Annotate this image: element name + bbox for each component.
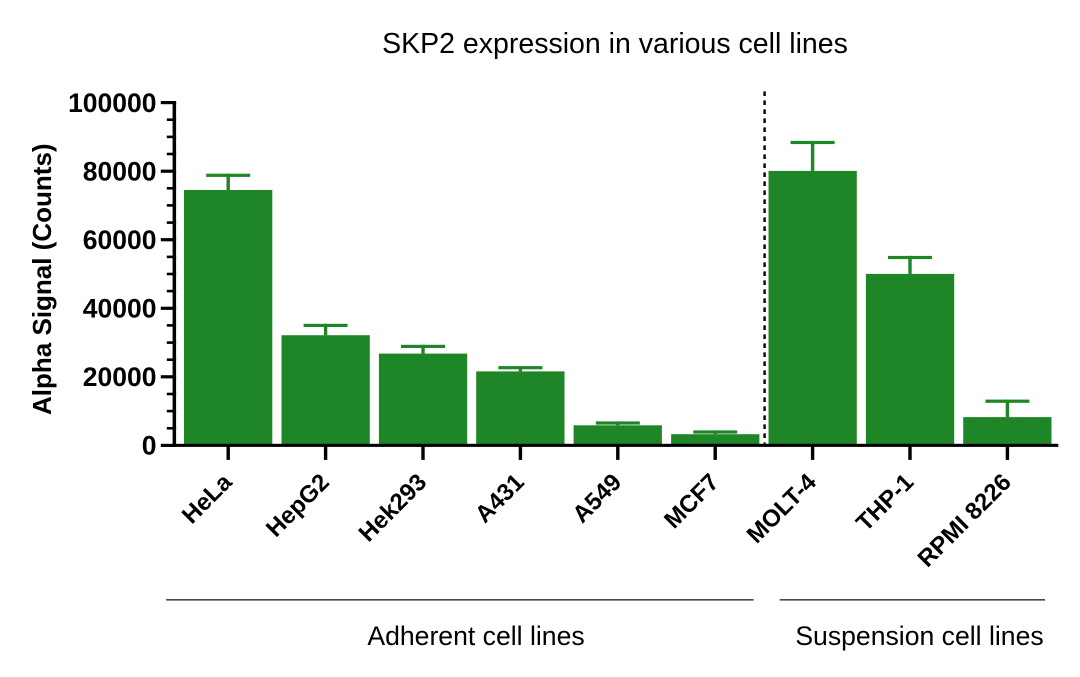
svg-text:80000: 80000	[83, 157, 157, 187]
svg-text:0: 0	[142, 431, 157, 461]
svg-text:Suspension cell lines: Suspension cell lines	[795, 621, 1043, 651]
svg-text:20000: 20000	[83, 362, 157, 392]
svg-text:40000: 40000	[83, 294, 157, 324]
svg-text:100000: 100000	[68, 88, 156, 118]
svg-text:SKP2 expression in various cel: SKP2 expression in various cell lines	[382, 28, 848, 60]
svg-text:60000: 60000	[83, 225, 157, 255]
svg-text:Adherent cell lines: Adherent cell lines	[367, 621, 584, 651]
svg-text:Alpha Signal (Counts): Alpha Signal (Counts)	[27, 143, 57, 415]
